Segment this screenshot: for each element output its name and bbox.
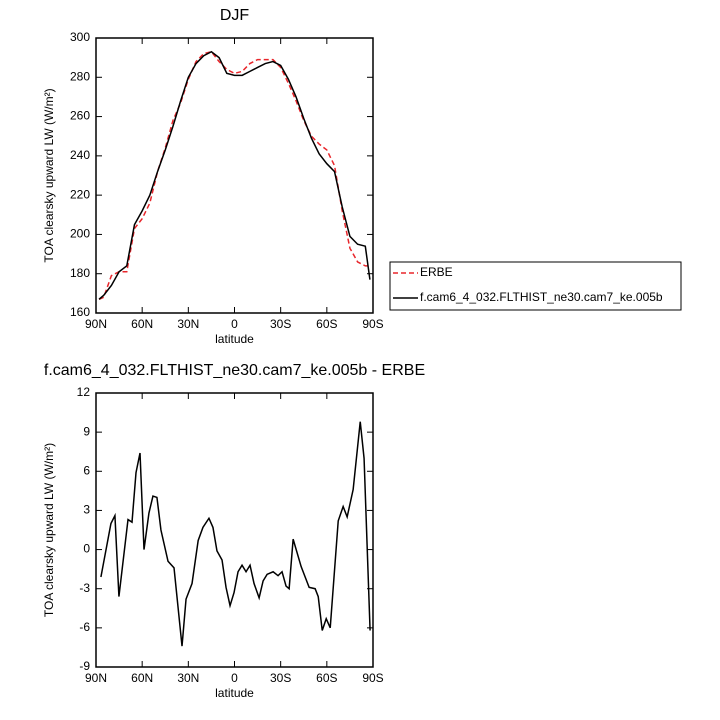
chart-title: f.cam6_4_032.FLTHIST_ne30.cam7_ke.005b -… (44, 362, 425, 379)
y-tick-label: 200 (70, 227, 90, 241)
x-tick-label: 30N (177, 317, 199, 331)
y-tick-label: 180 (70, 266, 90, 280)
y-tick-label: -6 (79, 620, 90, 634)
y-tick-label: 9 (83, 424, 90, 438)
data-line (100, 421, 371, 647)
y-tick-label: 300 (70, 30, 90, 44)
x-axis-label: latitude (215, 332, 254, 346)
data-line (98, 50, 370, 300)
y-tick-label: 160 (70, 305, 90, 319)
y-tick-label: 6 (83, 463, 90, 477)
legend-label: f.cam6_4_032.FLTHIST_ne30.cam7_ke.005b (420, 290, 663, 304)
x-tick-label: 60N (131, 671, 153, 685)
x-tick-label: 60S (316, 671, 337, 685)
x-tick-label: 60S (316, 317, 337, 331)
x-tick-label: 30S (270, 671, 291, 685)
x-tick-label: 0 (231, 671, 238, 685)
x-tick-label: 90N (85, 317, 107, 331)
legend-label: ERBE (420, 265, 453, 279)
y-tick-label: 3 (83, 503, 90, 517)
x-tick-label: 30N (177, 671, 199, 685)
y-tick-label: 260 (70, 109, 90, 123)
data-line (98, 50, 371, 300)
x-tick-label: 60N (131, 317, 153, 331)
y-tick-label: -3 (79, 581, 90, 595)
y-tick-label: 280 (70, 69, 90, 83)
x-tick-label: 0 (231, 317, 238, 331)
chart-title: DJF (220, 7, 250, 24)
y-tick-label: 220 (70, 187, 90, 201)
plot-frame (95, 392, 374, 668)
y-axis-label: TOA clearsky upward LW (W/m²) (42, 443, 56, 617)
plot-frame (95, 37, 374, 314)
x-tick-label: 90N (85, 671, 107, 685)
x-tick-label: 90S (362, 671, 383, 685)
y-axis-label: TOA clearsky upward LW (W/m²) (42, 88, 56, 262)
x-tick-label: 30S (270, 317, 291, 331)
legend-box (389, 261, 682, 311)
x-tick-label: 90S (362, 317, 383, 331)
y-tick-label: 12 (77, 385, 91, 399)
y-tick-label: 0 (83, 542, 90, 556)
y-tick-label: -9 (79, 659, 90, 673)
y-tick-label: 240 (70, 148, 90, 162)
x-axis-label: latitude (215, 686, 254, 700)
